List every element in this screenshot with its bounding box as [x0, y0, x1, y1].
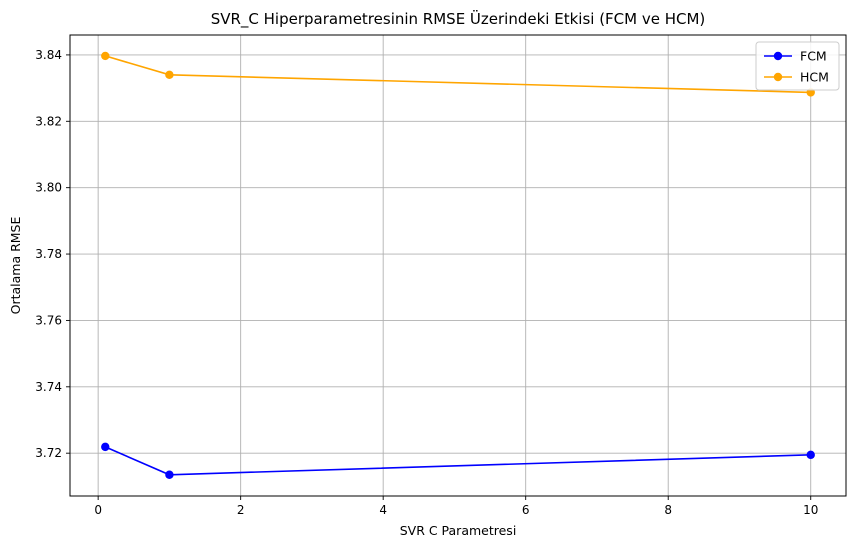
x-axis-label: SVR C Parametresi — [400, 523, 517, 538]
legend-label-fcm: FCM — [800, 49, 827, 64]
y-tick-label: 3.80 — [35, 181, 62, 195]
data-point-fcm — [101, 442, 110, 452]
y-tick-label: 3.84 — [35, 48, 62, 62]
data-point-hcm — [165, 70, 174, 80]
y-tick-label: 3.74 — [35, 380, 62, 394]
legend-marker-hcm — [773, 72, 783, 82]
y-tick-label: 3.82 — [35, 114, 62, 128]
series-line-hcm — [105, 55, 811, 94]
x-tick-label: 10 — [803, 503, 818, 517]
y-axis-label: Ortalama RMSE — [8, 217, 23, 315]
data-point-fcm — [806, 450, 815, 460]
x-tick-label: 4 — [379, 503, 387, 517]
y-tick-label: 3.78 — [35, 247, 62, 261]
x-tick-label: 6 — [522, 503, 530, 517]
legend-marker-fcm — [773, 51, 783, 61]
axis-ticks: 0 2 4 6 8 10 3.72 3.74 3.76 3.78 3.80 3.82 3.84 — [35, 48, 818, 517]
legend: FCM HCM — [755, 41, 840, 91]
x-tick-label: 2 — [237, 503, 245, 517]
series-line-fcm — [104, 446, 811, 476]
grid-lines — [70, 35, 846, 496]
y-tick-label: 3.72 — [35, 446, 62, 460]
data-point-hcm — [101, 51, 110, 61]
plot-frame — [69, 34, 847, 497]
x-tick-label: 8 — [664, 503, 672, 517]
data-point-fcm — [165, 470, 174, 479]
x-tick-label: 0 — [94, 503, 102, 517]
series-layer — [101, 51, 815, 479]
y-tick-label: 3.76 — [35, 313, 62, 327]
chart-title: SVR_C Hiperparametresinin RMSE Üzerindek… — [211, 9, 706, 29]
legend-label-hcm: HCM — [800, 70, 829, 85]
